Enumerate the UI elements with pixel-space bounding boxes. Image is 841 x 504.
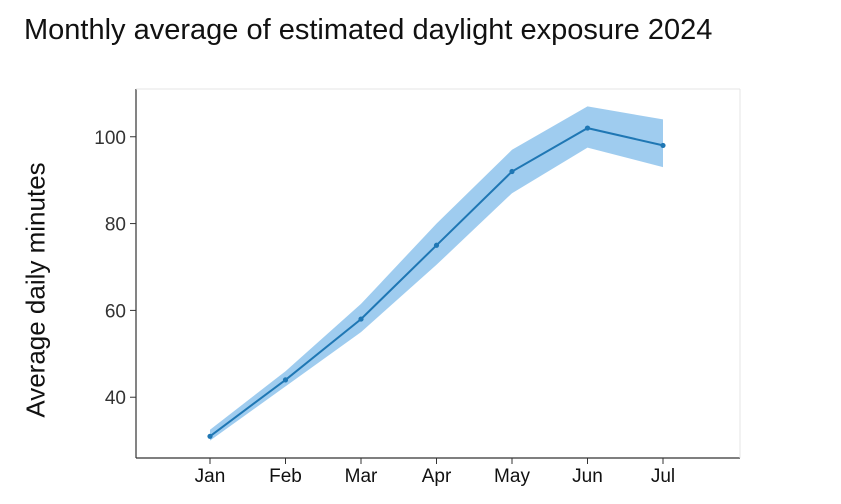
- x-tick-label-may: May: [494, 466, 530, 487]
- x-tick-label-jan: Jan: [195, 466, 226, 487]
- data-point-mar: [358, 316, 364, 322]
- y-tick-label-100: 100: [94, 128, 126, 149]
- data-point-jul: [660, 142, 666, 149]
- confidence-band: [210, 106, 663, 441]
- x-tick-label-jun: Jun: [572, 466, 603, 487]
- axes-layer: 40 60 80 100 Jan Feb Mar Apr May Jun Jul: [94, 88, 741, 487]
- data-point-jun: [584, 125, 591, 131]
- y-tick-label-60: 60: [105, 301, 126, 322]
- confidence-band-layer: [210, 106, 663, 441]
- x-tick-label-jul: Jul: [651, 466, 675, 487]
- x-tick-label-apr: Apr: [422, 466, 452, 487]
- data-point-feb: [282, 377, 289, 383]
- y-tick-label-80: 80: [105, 215, 126, 236]
- series-line-layer: [207, 125, 666, 439]
- y-tick-label-40: 40: [105, 388, 126, 409]
- data-point-apr: [433, 242, 440, 248]
- data-point-may: [509, 168, 515, 175]
- data-point-jan: [207, 433, 213, 439]
- x-tick-label-mar: Mar: [345, 466, 378, 487]
- chart-title: Monthly average of estimated daylight ex…: [24, 14, 713, 46]
- x-tick-label-feb: Feb: [269, 466, 302, 487]
